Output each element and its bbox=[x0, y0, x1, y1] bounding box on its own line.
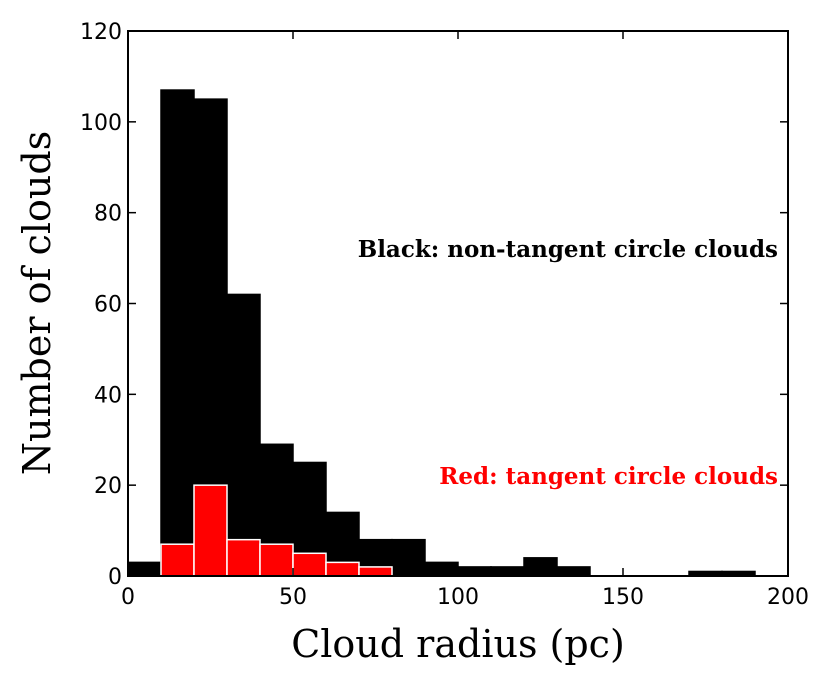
bar bbox=[127, 561, 162, 577]
bar bbox=[325, 561, 360, 577]
y-tick-label: 100 bbox=[80, 111, 122, 136]
x-axis-label: Cloud radius (pc) bbox=[291, 622, 625, 666]
bar bbox=[292, 552, 327, 577]
bar bbox=[457, 566, 492, 577]
y-tick-label: 120 bbox=[80, 20, 122, 45]
x-tick-label: 200 bbox=[767, 585, 809, 610]
x-tick-label: 0 bbox=[121, 585, 135, 610]
x-tick-label: 150 bbox=[602, 585, 644, 610]
y-tick-label: 60 bbox=[94, 293, 122, 318]
y-tick-label: 20 bbox=[94, 474, 122, 499]
bar bbox=[424, 561, 459, 577]
y-tick-label: 40 bbox=[94, 383, 122, 408]
y-tick-label: 80 bbox=[94, 202, 122, 227]
bar bbox=[556, 566, 591, 577]
bar bbox=[160, 89, 195, 577]
bar bbox=[226, 293, 261, 577]
annotation: Black: non-tangent circle clouds bbox=[358, 236, 778, 263]
bar bbox=[523, 557, 558, 577]
bar bbox=[160, 543, 195, 577]
bar bbox=[226, 538, 261, 577]
x-tick-label: 50 bbox=[279, 585, 307, 610]
bar bbox=[358, 566, 393, 577]
bar bbox=[259, 543, 294, 577]
bar bbox=[391, 538, 426, 577]
y-axis-label: Number of clouds bbox=[15, 131, 59, 475]
x-tick-label: 100 bbox=[437, 585, 479, 610]
bar bbox=[490, 566, 525, 577]
bar bbox=[193, 484, 228, 577]
annotation: Red: tangent circle clouds bbox=[439, 463, 778, 490]
y-tick-label: 0 bbox=[108, 565, 122, 590]
